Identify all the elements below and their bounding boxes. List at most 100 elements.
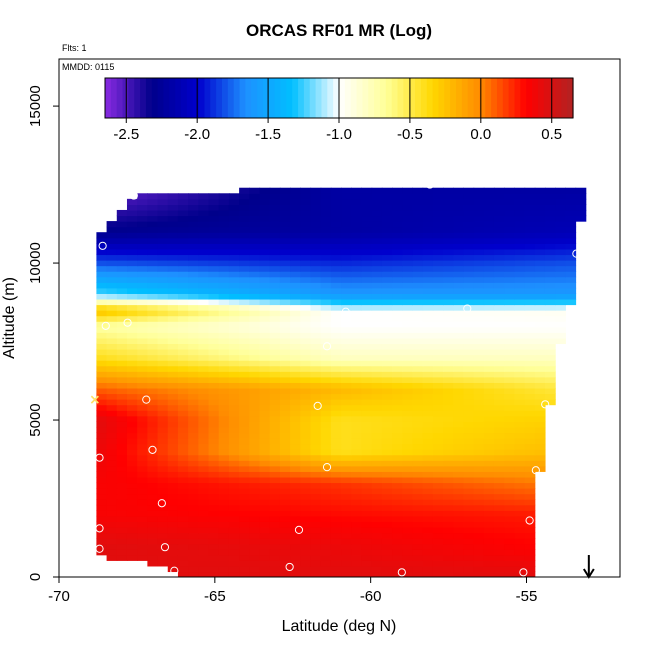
heatmap-cell [392,382,403,389]
heatmap-cell [392,471,403,478]
heatmap-cell [198,248,210,256]
heatmap-cell [279,326,291,333]
heatmap-cell [402,287,414,294]
heatmap-cell [565,248,577,256]
heatmap-cell [126,226,138,233]
heatmap-cell [443,315,454,322]
heatmap-cell [177,315,189,322]
heatmap-cell [137,376,148,383]
heatmap-cell [524,454,536,461]
heatmap-cell [534,343,546,350]
heatmap-cell [453,237,464,244]
heatmap-cell [218,276,230,283]
heatmap-cell [473,354,485,361]
heatmap-cell [392,209,403,217]
heatmap-cell [504,404,515,411]
heatmap-cell [473,565,485,573]
heatmap-cell [392,260,403,267]
heatmap-cell [279,209,291,217]
heatmap-cell [188,571,199,577]
heatmap-cell [279,298,291,306]
heatmap-cell [96,488,108,495]
heatmap-cell [524,526,536,534]
heatmap-cell [432,337,444,345]
heatmap-cell [361,215,373,222]
heatmap-cell [239,554,250,561]
colorbar-cell [379,78,387,118]
heatmap-cell [432,521,444,528]
heatmap-cell [544,282,556,289]
colorbar-tick-label: -0.5 [397,126,423,143]
heatmap-cell [96,304,108,311]
heatmap-cell [198,543,210,550]
heatmap-cell [157,521,169,528]
heatmap-cell [361,332,373,339]
heatmap-cell [463,565,475,573]
heatmap-cell [259,310,271,317]
heatmap-cell [177,499,189,506]
heatmap-cell [402,226,414,233]
heatmap-cell [453,254,464,261]
heatmap-cell [177,332,189,339]
heatmap-cell [269,371,281,378]
heatmap-cell [361,426,373,434]
heatmap-cell [381,221,393,228]
sample-point-marker [129,191,138,200]
heatmap-cell [422,365,434,372]
heatmap-cell [300,382,312,389]
heatmap-cell [381,515,393,522]
heatmap-cell [565,265,577,272]
heatmap-cell [463,382,475,389]
heatmap-cell [392,399,403,406]
heatmap-cell [147,271,159,278]
heatmap-cell [137,232,148,239]
heatmap-cell [534,304,546,311]
heatmap-cell [116,226,128,233]
heatmap-cell [198,354,210,361]
heatmap-cell [239,515,250,522]
heatmap-cell [157,432,169,439]
heatmap-cell [351,348,363,356]
heatmap-cell [177,432,189,439]
heatmap-cell [269,565,281,573]
heatmap-cell [177,298,189,306]
heatmap-cell [300,443,312,450]
heatmap-cell [381,504,393,511]
heatmap-cell [116,465,128,472]
heatmap-cell [483,515,495,522]
heatmap-cell [514,526,526,534]
heatmap-cell [392,321,403,328]
heatmap-cell [290,449,301,456]
heatmap-cell [228,337,240,345]
heatmap-cell [259,243,271,250]
heatmap-cell [239,204,250,211]
heatmap-cell [279,193,291,200]
heatmap-cell [351,538,363,545]
heatmap-cell [351,382,363,389]
heatmap-cell [218,326,230,333]
heatmap-cell [116,499,128,506]
heatmap-cell [402,282,414,289]
heatmap-cell [290,571,301,577]
heatmap-cell [157,193,169,200]
heatmap-cell [544,337,556,345]
heatmap-cell [514,499,526,506]
heatmap-cell [341,543,352,550]
heatmap-cell [402,465,414,472]
heatmap-cell [351,393,363,400]
heatmap-cell [504,449,515,456]
heatmap-cell [371,437,383,445]
heatmap-cell [249,443,261,450]
heatmap-cell [524,421,536,428]
heatmap-cell [239,449,250,456]
heatmap-cell [279,393,291,400]
heatmap-cell [310,426,322,434]
heatmap-cell [422,532,434,539]
heatmap-cell [330,543,342,550]
heatmap-cell [473,226,485,233]
heatmap-cell [514,543,526,550]
heatmap-cell [473,443,485,450]
heatmap-cell [279,332,291,339]
heatmap-cell [188,382,199,389]
heatmap-cell [330,538,342,545]
